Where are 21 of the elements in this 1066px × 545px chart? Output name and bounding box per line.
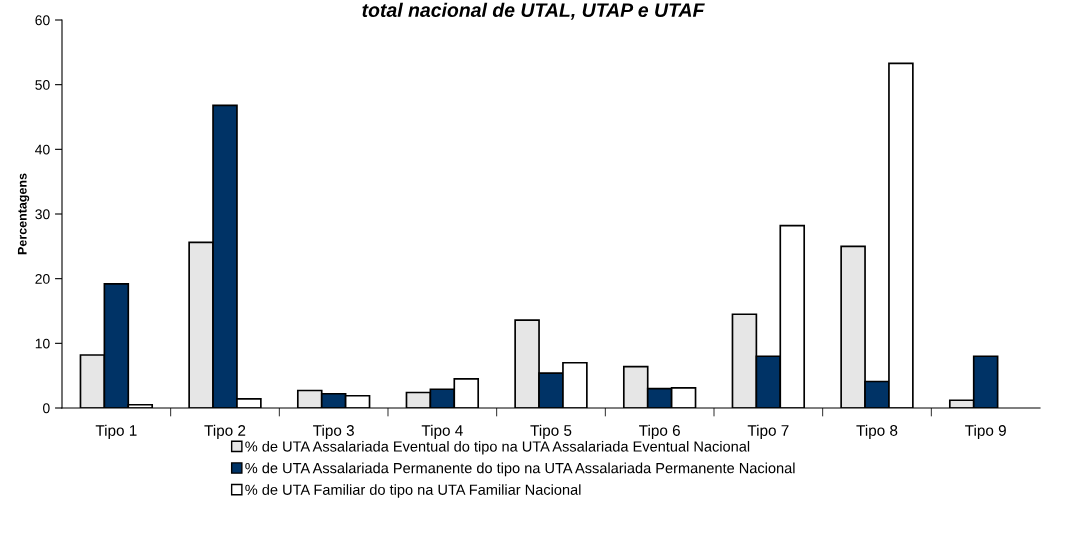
y-tick-label: 0 <box>43 403 50 414</box>
x-tick-label: Tipo 9 <box>965 424 1006 439</box>
y-tick-label: 10 <box>35 338 50 349</box>
y-tick-label: 60 <box>35 15 50 26</box>
x-tick-label: Tipo 6 <box>639 424 680 439</box>
y-axis-title: Percentagens <box>17 173 30 255</box>
x-tick-label: Tipo 2 <box>204 424 246 439</box>
x-tick-label: Tipo 4 <box>421 424 463 439</box>
x-tick-label: Tipo 5 <box>530 424 572 439</box>
legend-label: % de UTA Familiar do tipo na UTA Familiar Nacional <box>245 484 581 498</box>
chart-title: total nacional de UTAL, UTAP e UTAF <box>362 2 705 20</box>
x-tick-label: Tipo 3 <box>313 424 354 439</box>
y-tick-label: 20 <box>35 274 50 284</box>
y-tick-label: 50 <box>35 80 50 90</box>
y-tick-label: 40 <box>35 144 50 155</box>
legend-label: % de UTA Assalariada Eventual do tipo na UTA Assalariada Eventual Nacional <box>245 440 750 455</box>
legend-label: % de UTA Assalariada Permanente do tipo na UTA Assalariada Permanente Nacional <box>245 462 795 477</box>
x-tick-label: Tipo 8 <box>856 424 898 439</box>
y-tick-label: 30 <box>35 209 50 220</box>
x-tick-label: Tipo 1 <box>95 424 137 439</box>
x-tick-label: Tipo 7 <box>747 424 789 439</box>
